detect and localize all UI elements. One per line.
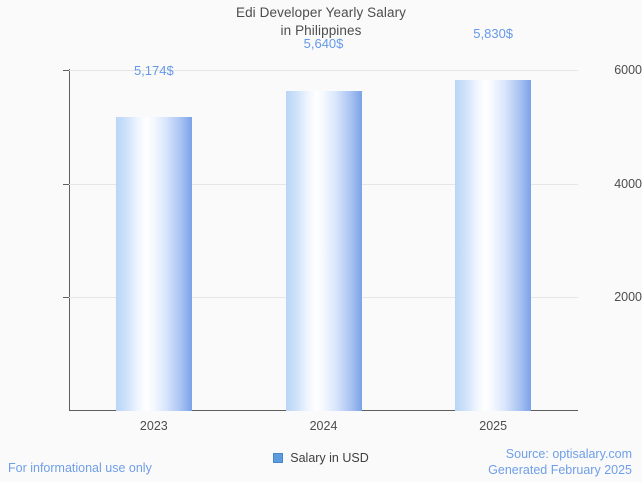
y-tick-label: 4000 bbox=[614, 176, 642, 191]
x-tick-label: 2023 bbox=[139, 419, 168, 433]
footer-generated-line: Generated February 2025 bbox=[488, 463, 632, 477]
legend-swatch[interactable] bbox=[273, 453, 284, 463]
y-tick-label: 2000 bbox=[614, 290, 642, 304]
bar[interactable] bbox=[115, 117, 192, 411]
y-tick-mark bbox=[63, 70, 69, 71]
y-tick-mark bbox=[63, 297, 69, 298]
chart-title: Edi Developer Yearly Salary in Philippin… bbox=[0, 4, 642, 40]
x-tick-label: 2024 bbox=[309, 419, 338, 433]
legend-label[interactable]: Salary in USD bbox=[290, 451, 369, 465]
y-tick-label: 6000 bbox=[614, 63, 642, 77]
chart-title-line2: in Philippines bbox=[280, 23, 362, 38]
chart-title-line1: Edi Developer Yearly Salary bbox=[235, 5, 407, 20]
footer-source: Source: optisalary.com Generated Februar… bbox=[488, 446, 632, 478]
bar[interactable] bbox=[285, 90, 362, 411]
bar-value-label: 5,830$ bbox=[473, 25, 514, 41]
y-tick-mark bbox=[63, 183, 69, 185]
y-axis-line bbox=[69, 69, 70, 411]
plot-area bbox=[69, 70, 578, 411]
bar[interactable] bbox=[455, 80, 532, 411]
bar-value-label: 5,174$ bbox=[133, 62, 174, 78]
grid-line bbox=[69, 70, 578, 71]
footer-disclaimer: For informational use only bbox=[8, 461, 152, 475]
bar-value-label: 5,640$ bbox=[303, 36, 344, 52]
x-tick-label: 2025 bbox=[479, 419, 508, 433]
footer-source-line: Source: optisalary.com bbox=[505, 447, 632, 461]
chart-legend: Salary in USD bbox=[0, 451, 642, 465]
